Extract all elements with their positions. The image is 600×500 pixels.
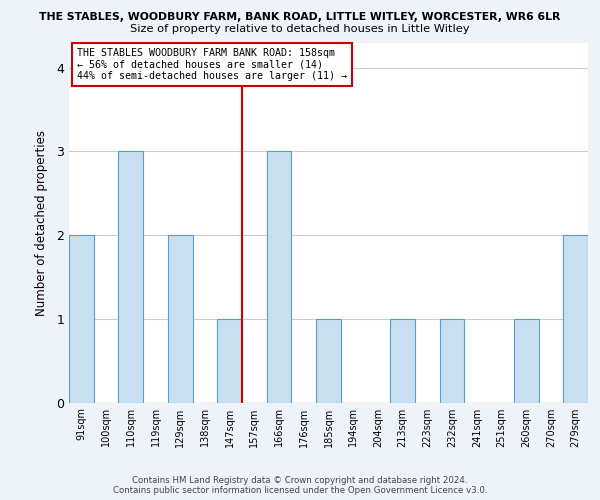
Bar (168, 235, 193, 402)
Text: THE STABLES, WOODBURY FARM, BANK ROAD, LITTLE WITLEY, WORCESTER, WR6 6LR: THE STABLES, WOODBURY FARM, BANK ROAD, L… (40, 12, 560, 22)
Bar (440, 319, 464, 402)
Y-axis label: Number of detached properties: Number of detached properties (35, 130, 48, 316)
Text: Size of property relative to detached houses in Little Witley: Size of property relative to detached ho… (130, 24, 470, 34)
Bar (69, 235, 94, 402)
Bar (563, 235, 588, 402)
Bar (316, 319, 341, 402)
Text: Contains HM Land Registry data © Crown copyright and database right 2024.: Contains HM Land Registry data © Crown c… (132, 476, 468, 485)
Text: Contains public sector information licensed under the Open Government Licence v3: Contains public sector information licen… (113, 486, 487, 495)
Bar (390, 319, 415, 402)
Bar (514, 319, 539, 402)
Bar (118, 152, 143, 402)
Bar (217, 319, 242, 402)
Bar (267, 152, 292, 402)
Text: THE STABLES WOODBURY FARM BANK ROAD: 158sqm
← 56% of detached houses are smaller: THE STABLES WOODBURY FARM BANK ROAD: 158… (77, 48, 347, 81)
